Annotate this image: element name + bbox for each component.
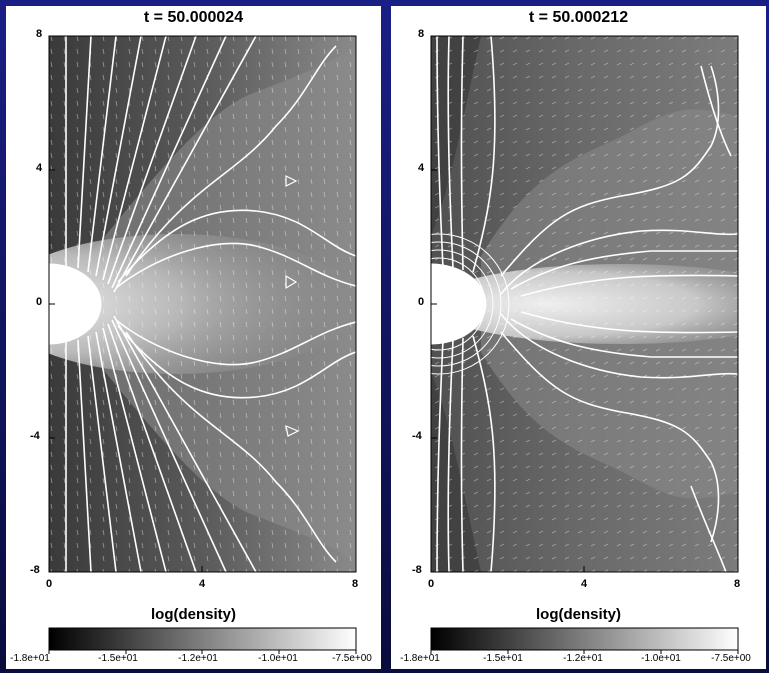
y-tick-label: 8: [418, 28, 425, 40]
colorbar-title: log(density): [536, 606, 621, 623]
y-tick-label: 0: [36, 296, 43, 308]
colorbar-title: log(density): [151, 606, 236, 623]
colorbar-tick-label: -1.2e+01: [178, 653, 218, 664]
colorbar: [430, 627, 739, 651]
x-tick-label: 8: [734, 578, 741, 590]
colorbar-tick-label: -1.0e+01: [641, 653, 681, 664]
colorbar-tick-label: -1.8e+01: [400, 653, 440, 664]
panel-title: t = 50.000212: [528, 9, 629, 26]
colorbar-tick-label: -1.5e+01: [98, 653, 138, 664]
colorbar-tick-label: -1.5e+01: [483, 653, 523, 664]
x-tick-label: 4: [199, 578, 206, 590]
x-tick-label: 0: [46, 578, 53, 590]
colorbar-tick-label: -1.2e+01: [563, 653, 603, 664]
simulation-panel-right: t = 50.000212: [391, 6, 766, 669]
y-tick-label: -8: [412, 564, 422, 576]
y-tick-label: 4: [36, 162, 43, 174]
density-map: [430, 35, 739, 654]
y-tick-label: -4: [412, 430, 422, 442]
y-tick-label: 8: [36, 28, 43, 40]
y-tick-label: 4: [418, 162, 425, 174]
colorbar: [48, 627, 357, 651]
colorbar-tick-label: -7.5e+00: [711, 653, 751, 664]
colorbar-tick-label: -7.5e+00: [332, 653, 372, 664]
density-map: [48, 35, 357, 654]
colorbar-tick-label: -1.8e+01: [10, 653, 50, 664]
y-tick-label: 0: [418, 296, 425, 308]
y-tick-label: -8: [30, 564, 40, 576]
x-tick-label: 8: [352, 578, 359, 590]
colorbar-tick-label: -1.0e+01: [258, 653, 298, 664]
y-tick-label: -4: [30, 430, 40, 442]
x-tick-label: 0: [428, 578, 435, 590]
x-tick-label: 4: [581, 578, 588, 590]
simulation-panel-left: t = 50.000024: [6, 6, 381, 669]
panel-title: t = 50.000024: [143, 9, 244, 26]
